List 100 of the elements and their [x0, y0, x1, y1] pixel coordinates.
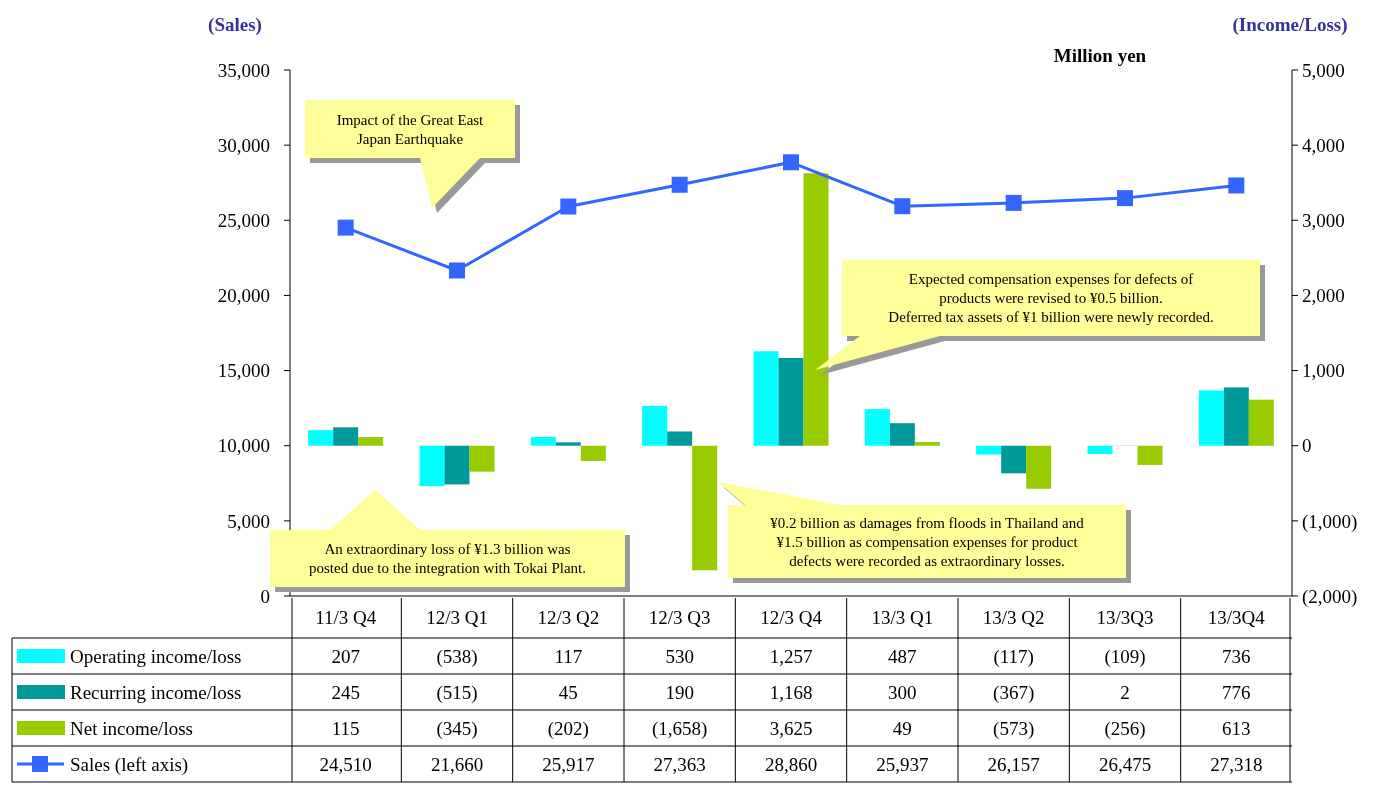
- data-label: 776: [1222, 681, 1251, 703]
- y-axis-title: (Sales): [208, 14, 262, 36]
- bar: [444, 445, 470, 485]
- point: [1228, 177, 1245, 194]
- bar: [753, 351, 779, 446]
- x-tick-label: 12/3 Q3: [648, 606, 711, 628]
- bar: [358, 437, 384, 446]
- y-tick-label: 0: [260, 585, 270, 607]
- data-label: 24,510: [319, 753, 372, 775]
- annotation: ¥0.2 billion as damages from floods in Thailand and ¥1.5 billion as compensation expenses for product defects were recorded as extraordinary losses.: [770, 514, 1085, 569]
- chart-subtitle: Million yen: [1053, 45, 1147, 66]
- x-tick-label: 13/3Q3: [1096, 606, 1154, 628]
- data-label: (515): [436, 681, 478, 704]
- bar: [1087, 445, 1113, 454]
- data-label: 49: [892, 717, 912, 739]
- y2-tick-label: 0: [1302, 435, 1312, 457]
- bar: [580, 445, 606, 461]
- data-label: 2: [1120, 681, 1130, 703]
- point: [1117, 190, 1133, 207]
- y-tick-label: 25,000: [217, 209, 270, 231]
- x-tick-label: 12/3 Q1: [426, 606, 488, 628]
- y2-tick-label: 2,000: [1302, 285, 1345, 307]
- point: [560, 198, 577, 215]
- bar: [308, 430, 334, 446]
- annotation: An extraordinary loss of ¥1.3 billion was posted due to the integration with Tokai Plant.: [309, 541, 586, 577]
- data-label: 1,257: [769, 645, 813, 667]
- data-label: 3,625: [769, 717, 813, 739]
- point: [783, 154, 799, 171]
- point: [337, 219, 354, 236]
- data-label: 207: [331, 645, 360, 667]
- data-label: (1,658): [651, 717, 708, 740]
- x-tick-label: 13/3 Q2: [982, 606, 1045, 628]
- bar: [469, 445, 495, 472]
- bar: [914, 442, 940, 446]
- legend-label: Net income/loss: [70, 717, 193, 739]
- data-label: 115: [331, 717, 360, 739]
- y2-axis-title: (Income/Loss): [1232, 14, 1348, 36]
- y2-tick-label: 3,000: [1302, 209, 1345, 231]
- data-label: 45: [558, 681, 578, 703]
- data-label: 21,660: [430, 753, 484, 775]
- annotation: Expected compensation expenses for defects of products were revised to ¥0.5 billion. Deferred tax assets of ¥1 billion were newly recorded.: [888, 271, 1214, 326]
- data-label: 27,363: [653, 753, 706, 775]
- bar: [692, 445, 718, 571]
- x-tick-label: 11/3 Q4: [315, 606, 377, 628]
- y2-tick-label: 1,000: [1302, 360, 1345, 382]
- point: [671, 176, 688, 193]
- x-tick-label: 13/3 Q1: [871, 606, 934, 628]
- bar: [1223, 387, 1249, 446]
- point: [894, 198, 911, 215]
- data-label: 245: [331, 681, 360, 703]
- data-label: (538): [436, 645, 478, 668]
- y2-tick-label: (1,000): [1302, 510, 1358, 533]
- bar: [1198, 390, 1224, 446]
- x-tick-label: 12/3 Q4: [760, 606, 823, 628]
- point: [1005, 194, 1022, 211]
- data-label: (202): [547, 717, 589, 740]
- y2-tick-label: 4,000: [1302, 134, 1345, 156]
- bar: [1248, 399, 1274, 446]
- data-label: 25,917: [542, 753, 595, 775]
- legend-label: Recurring income/loss: [70, 681, 242, 703]
- legend-label: Sales (left axis): [70, 753, 189, 776]
- data-label: (345): [436, 717, 478, 740]
- data-label: 530: [665, 645, 694, 667]
- bar: [976, 445, 1002, 455]
- data-label: (367): [993, 681, 1035, 704]
- data-label: 26,157: [987, 753, 1040, 775]
- y-tick-label: 10,000: [217, 435, 270, 457]
- y-tick-label: 5,000: [227, 510, 270, 532]
- data-label: (117): [993, 645, 1034, 668]
- bar: [1137, 445, 1163, 465]
- data-label: (573): [993, 717, 1035, 740]
- bar: [864, 409, 890, 446]
- data-label: 117: [554, 645, 583, 667]
- bar: [530, 436, 556, 446]
- x-tick-label: 13/3Q4: [1207, 606, 1266, 628]
- bar: [889, 423, 915, 446]
- y-tick-label: 35,000: [217, 59, 270, 81]
- y-tick-label: 30,000: [217, 134, 270, 156]
- bar: [667, 431, 693, 446]
- data-label: (256): [1104, 717, 1146, 740]
- legend-label: Operating income/loss: [70, 645, 242, 667]
- y-tick-label: 15,000: [217, 360, 270, 382]
- data-label: 1,168: [769, 681, 813, 703]
- data-label: 26,475: [1098, 753, 1152, 775]
- bar: [803, 173, 829, 446]
- bar: [1001, 445, 1027, 474]
- data-label: 613: [1222, 717, 1251, 739]
- annotation: Impact of the Great East Japan Earthquake: [336, 111, 485, 147]
- bar: [555, 442, 581, 446]
- bar: [1026, 445, 1052, 489]
- point: [449, 262, 465, 279]
- data-label: 27,318: [1210, 753, 1263, 775]
- bar: [642, 405, 668, 446]
- bar: [333, 427, 359, 446]
- bar: [419, 445, 445, 487]
- data-label: 25,937: [876, 753, 929, 775]
- y2-tick-label: 5,000: [1302, 59, 1345, 81]
- data-label: 487: [888, 645, 917, 667]
- data-label: (109): [1104, 645, 1146, 668]
- data-label: 300: [888, 681, 917, 703]
